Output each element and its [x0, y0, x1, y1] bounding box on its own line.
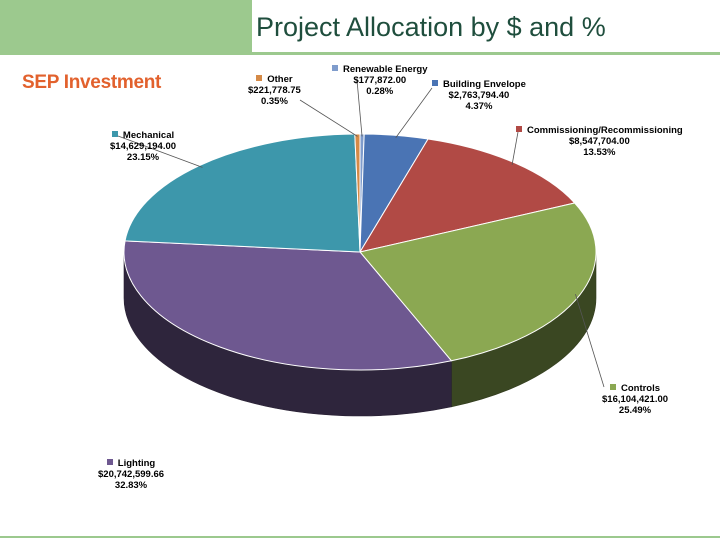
legend-swatch-renewable-energy	[332, 65, 338, 71]
pie-slice-commissioning-recommissioning	[358, 138, 576, 253]
label-percent-mechanical: 23.15%	[126, 152, 160, 163]
leader-line-mechanical	[117, 135, 203, 168]
data-label-mechanical: Mechanical $14,629,194.00 23.15%	[110, 130, 176, 163]
label-value-mechanical: $14,629,194.00	[110, 141, 177, 152]
label-name-commissioning: Commissioning/Recommissioning	[527, 125, 683, 136]
label-name-mechanical: Mechanical	[122, 130, 175, 141]
label-percent-commissioning: 13.53%	[583, 147, 616, 158]
title-underline	[0, 52, 720, 55]
leader-line-commissioning-recommissioning	[511, 131, 519, 165]
pie-slice-controls	[359, 202, 597, 362]
label-name-controls: Controls	[620, 383, 661, 394]
leader-line-renewable-energy	[356, 79, 363, 137]
leader-line-controls	[575, 293, 605, 388]
data-label-controls: Controls $16,104,421.00 25.49%	[602, 383, 668, 416]
data-label-commissioning: Commissioning/Recommissioning $8,547,704…	[516, 125, 683, 158]
label-name-other: Other	[267, 74, 293, 85]
label-percent-building-envelope: 4.37%	[465, 101, 493, 112]
data-label-other: Other $221,778.75 0.35%	[248, 74, 301, 107]
label-percent-controls: 25.49%	[618, 405, 652, 416]
legend-swatch-other	[256, 75, 263, 81]
label-value-lighting: $20,742,599.66	[98, 469, 165, 480]
legend-swatch-mechanical	[111, 131, 118, 137]
label-percent-renewable-energy: 0.28%	[366, 86, 394, 97]
label-name-renewable-energy: Renewable Energy	[343, 64, 428, 75]
legend-swatch-lighting	[106, 459, 113, 465]
label-value-other: $221,778.75	[248, 85, 301, 96]
pie-slice-mechanical	[124, 133, 361, 253]
footer-rule	[0, 536, 720, 538]
data-label-renewable-energy: Renewable Energy $177,872.00 0.28%	[332, 64, 427, 97]
data-label-building-envelope: Building Envelope $2,763,794.40 4.37%	[432, 79, 526, 112]
pie-slice-lighting	[123, 240, 453, 371]
label-value-renewable-energy: $177,872.00	[353, 75, 407, 86]
chart-title: SEP Investment	[22, 72, 162, 93]
pie-slice-other	[354, 133, 361, 253]
leader-line-other	[299, 99, 358, 137]
label-name-lighting: Lighting	[117, 458, 156, 469]
label-name-building-envelope: Building Envelope	[443, 79, 526, 90]
slide-title: Project Allocation by $ and %	[256, 12, 606, 42]
label-value-commissioning: $8,547,704.00	[568, 136, 630, 147]
data-label-lighting: Lighting $20,742,599.66 32.83%	[98, 458, 164, 491]
leader-line-building-envelope	[395, 87, 433, 138]
legend-swatch-controls	[609, 384, 616, 390]
label-percent-lighting: 32.83%	[114, 480, 148, 491]
legend-swatch-commissioning	[516, 126, 522, 132]
label-value-building-envelope: $2,763,794.40	[448, 90, 510, 101]
label-percent-other: 0.35%	[260, 96, 288, 107]
title-accent-band	[0, 0, 252, 52]
legend-swatch-building-envelope	[432, 80, 438, 86]
label-value-controls: $16,104,421.00	[602, 394, 669, 405]
